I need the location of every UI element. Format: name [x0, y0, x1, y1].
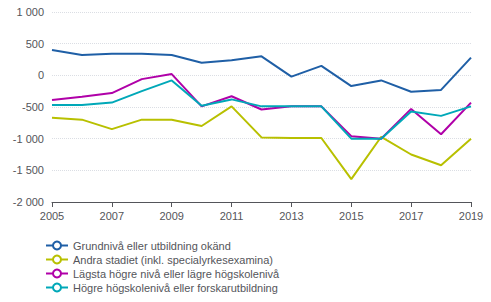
svg-text:2011: 2011: [220, 210, 244, 222]
svg-text:2013: 2013: [279, 210, 303, 222]
svg-text:Lägsta högre nivå eller lägre: Lägsta högre nivå eller lägre högskoleni…: [73, 268, 280, 280]
svg-text:-1 500: -1 500: [13, 164, 44, 176]
svg-text:-2 000: -2 000: [13, 196, 44, 208]
svg-text:0: 0: [38, 69, 44, 81]
svg-text:1 000: 1 000: [16, 6, 44, 18]
svg-text:2019: 2019: [459, 210, 483, 222]
svg-text:Grundnivå eller utbildning okä: Grundnivå eller utbildning okänd: [73, 240, 231, 252]
svg-text:-1 000: -1 000: [13, 133, 44, 145]
svg-text:2015: 2015: [339, 210, 363, 222]
svg-text:Högre högskolenivå eller forsk: Högre högskolenivå eller forskarutbildni…: [73, 282, 278, 294]
svg-text:2017: 2017: [399, 210, 423, 222]
svg-text:500: 500: [26, 38, 44, 50]
svg-text:Andra stadiet (inkl. specialyr: Andra stadiet (inkl. specialyrkesexamina…: [73, 254, 273, 266]
svg-text:2009: 2009: [159, 210, 183, 222]
svg-text:-500: -500: [22, 101, 44, 113]
svg-text:2005: 2005: [40, 210, 64, 222]
svg-text:2007: 2007: [100, 210, 124, 222]
